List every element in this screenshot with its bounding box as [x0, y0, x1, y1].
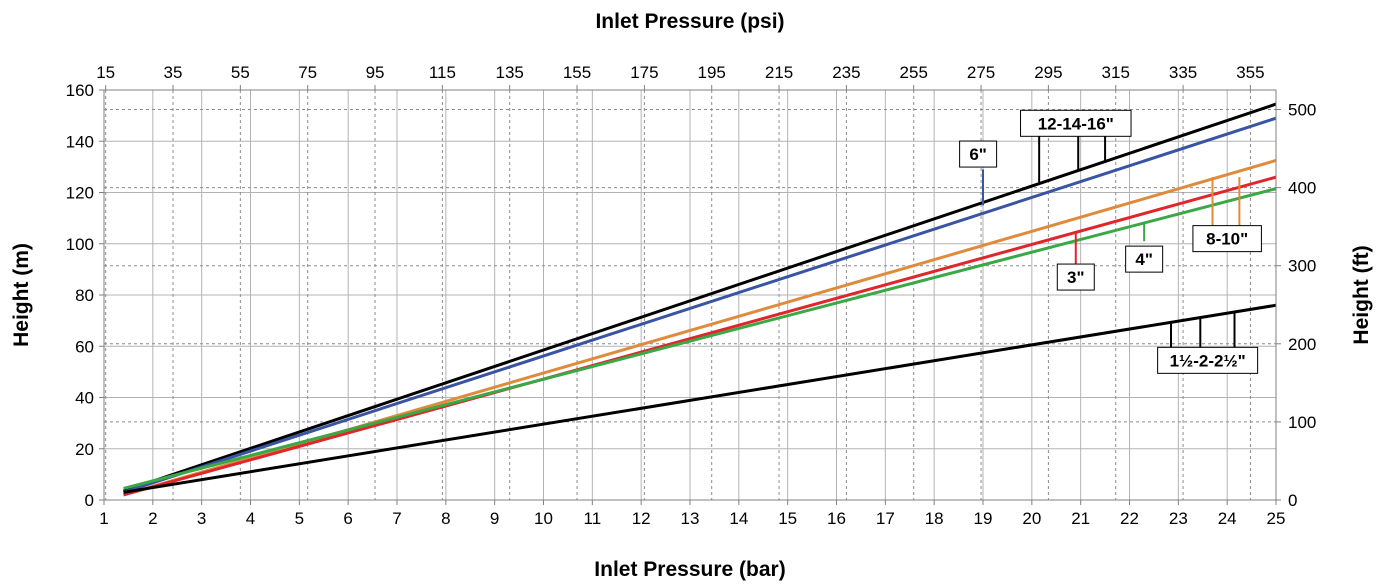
- x-tick-label: 13: [681, 509, 700, 528]
- x-tick-label: 21: [1071, 509, 1090, 528]
- x-tick-label: 6: [343, 509, 352, 528]
- x2-tick-label: 335: [1169, 63, 1197, 82]
- y2-tick-label: 200: [1288, 335, 1316, 354]
- y-tick-label: 160: [66, 81, 94, 100]
- x-tick-label: 1: [99, 509, 108, 528]
- x-tick-label: 25: [1267, 509, 1286, 528]
- x2-tick-label: 75: [298, 63, 317, 82]
- x-tick-label: 22: [1120, 509, 1139, 528]
- x-tick-label: 17: [876, 509, 895, 528]
- series-line: [123, 102, 1277, 493]
- y-tick-label: 0: [85, 491, 94, 510]
- series-line: [123, 116, 1277, 494]
- x2-tick-label: 115: [429, 63, 456, 82]
- x2-tick-label: 35: [164, 63, 183, 82]
- annotation-label: 6": [969, 145, 987, 164]
- x-tick-label: 2: [148, 509, 157, 528]
- annotation-label: 12-14-16": [1038, 114, 1114, 133]
- annotations: 6" 12-14-16" 3" 4" 8-10" 1½-2-2½": [959, 109, 1262, 374]
- x2-tick-label: 95: [366, 63, 385, 82]
- x-tick-label: 7: [392, 509, 401, 528]
- x-tick-label: 15: [778, 509, 797, 528]
- x-tick-label: 12: [632, 509, 651, 528]
- x-tick-label: 5: [295, 509, 304, 528]
- left-axis-title: Height (m): [10, 243, 33, 347]
- series-lines: [123, 102, 1277, 497]
- x2-tick-label: 195: [698, 63, 726, 82]
- annotation-box: [1020, 109, 1132, 137]
- annotation-box: [959, 140, 998, 168]
- tick-labels: 1 2 3 4 5 6 7 8 9 10 11 12 13 14 15 16 17 18 19 20 21 22 23 24 2…: [66, 63, 1317, 528]
- series-line: [123, 175, 1277, 497]
- annotation-box: [1192, 225, 1262, 253]
- y-tick-label: 100: [66, 235, 94, 254]
- x-tick-label: 24: [1218, 509, 1237, 528]
- y2-tick-label: 400: [1288, 179, 1316, 198]
- x-tick-label: 10: [534, 509, 553, 528]
- annotation-box: [1056, 263, 1095, 291]
- x-tick-label: 18: [925, 509, 944, 528]
- x2-tick-label: 215: [765, 63, 793, 82]
- x2-tick-label: 155: [563, 63, 591, 82]
- y2-tick-label: 300: [1288, 257, 1316, 276]
- right-axis-title: Height (ft): [1350, 245, 1373, 344]
- x2-tick-label: 355: [1236, 63, 1264, 82]
- y-tick-label: 120: [66, 184, 94, 203]
- x2-tick-label: 255: [900, 63, 928, 82]
- bottom-axis-title: Inlet Pressure (bar): [594, 558, 785, 581]
- x-tick-label: 4: [246, 509, 255, 528]
- y-tick-label: 80: [75, 286, 94, 305]
- x2-tick-label: 135: [496, 63, 524, 82]
- annotation-label: 3": [1067, 268, 1085, 287]
- annotation-label: 8-10": [1206, 230, 1248, 249]
- top-axis-title: Inlet Pressure (psi): [595, 10, 784, 33]
- x2-tick-label: 175: [630, 63, 658, 82]
- x-tick-label: 11: [584, 509, 602, 528]
- x2-tick-label: 295: [1034, 63, 1062, 82]
- y-tick-label: 40: [75, 389, 94, 408]
- x-tick-label: 14: [729, 509, 748, 528]
- x-tick-label: 8: [441, 509, 450, 528]
- x2-tick-label: 315: [1102, 63, 1130, 82]
- y2-tick-label: 500: [1288, 101, 1316, 120]
- x-tick-label: 16: [827, 509, 846, 528]
- x2-tick-label: 55: [231, 63, 250, 82]
- x-tick-label: 9: [490, 509, 499, 528]
- series-line: [123, 303, 1277, 494]
- annotation-box: [1125, 245, 1164, 273]
- y-tick-label: 20: [75, 440, 94, 459]
- x2-tick-label: 235: [832, 63, 860, 82]
- y2-tick-label: 0: [1288, 491, 1297, 510]
- annotation-label: 4": [1135, 250, 1153, 269]
- annotation-box: [1157, 346, 1259, 374]
- x2-tick-label: 275: [967, 63, 995, 82]
- y-tick-label: 60: [75, 337, 94, 356]
- series-line: [123, 187, 1277, 490]
- y-tick-label: 140: [66, 132, 94, 151]
- y2-tick-label: 100: [1288, 413, 1316, 432]
- x-tick-label: 3: [197, 509, 206, 528]
- x2-tick-label: 15: [96, 63, 115, 82]
- x-tick-label: 19: [974, 509, 993, 528]
- x-tick-label: 23: [1169, 509, 1188, 528]
- annotation-label: 1½-2-2½": [1170, 351, 1246, 370]
- grid-lines: [103, 89, 1277, 501]
- x-tick-label: 20: [1022, 509, 1041, 528]
